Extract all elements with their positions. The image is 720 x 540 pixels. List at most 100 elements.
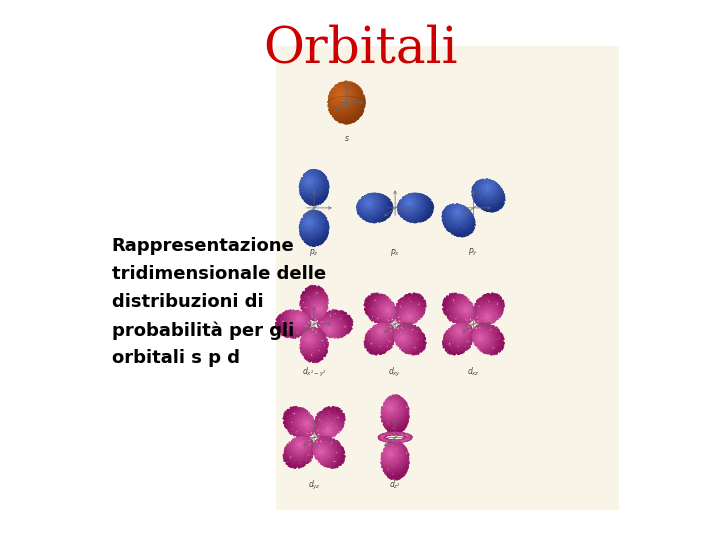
Point [459,228,471,237]
Point [314,180,325,188]
Point [305,310,317,319]
Point [328,463,339,471]
Point [371,289,382,298]
Point [284,309,296,318]
Point [467,224,479,232]
Point [460,208,472,217]
Point [302,456,314,465]
Point [379,197,390,205]
Point [396,429,408,438]
Point [453,330,464,339]
Point [301,296,312,305]
Point [394,208,405,217]
Point [376,433,387,441]
Point [379,291,390,300]
Point [465,307,477,315]
Point [368,299,379,307]
Point [414,303,426,312]
Point [313,429,325,438]
Point [420,214,431,222]
Point [297,409,308,417]
Point [292,408,303,417]
Point [310,193,322,201]
Point [323,426,335,434]
Point [402,408,414,416]
Point [303,326,315,334]
Point [478,322,490,330]
Point [400,469,412,477]
Point [413,212,424,221]
Point [466,226,477,234]
Point [310,343,322,352]
Point [363,339,374,348]
Point [419,342,431,350]
Point [294,321,306,330]
Point [325,327,337,335]
Point [341,328,352,336]
Point [308,292,320,301]
Point [443,214,454,223]
Point [385,330,397,339]
Point [312,330,323,339]
Point [319,172,330,181]
Point [390,328,402,336]
Point [375,313,387,322]
Point [333,438,345,447]
Point [382,323,394,332]
Point [330,407,342,416]
Point [380,200,392,209]
Point [457,231,469,240]
Point [475,189,487,198]
Point [337,110,348,118]
Point [385,334,397,343]
Point [302,306,314,315]
Point [300,184,311,192]
Point [277,319,289,327]
Point [300,433,312,442]
Point [379,313,391,322]
Point [325,446,337,455]
Point [309,332,320,341]
Point [313,443,325,452]
Point [382,413,393,421]
Point [460,301,472,310]
Point [415,342,427,350]
Point [392,450,404,458]
Point [492,310,503,319]
Point [374,332,386,340]
Point [359,204,370,212]
Point [282,320,294,328]
Point [381,194,392,202]
Point [392,437,404,446]
Point [298,328,310,337]
Point [341,319,352,328]
Point [303,445,315,454]
Point [491,346,503,355]
Point [364,345,376,353]
Point [279,453,290,461]
Point [299,415,310,424]
Point [408,292,420,301]
Point [400,321,412,329]
Point [336,327,348,335]
Point [298,311,310,320]
Point [450,213,462,221]
Point [289,423,300,432]
Point [453,322,464,331]
Point [386,335,397,343]
Point [344,324,356,333]
Point [387,456,398,465]
Point [482,200,494,209]
Point [398,304,410,313]
Point [297,347,309,356]
Point [289,307,301,316]
Point [367,335,379,343]
Point [409,336,420,345]
Point [381,419,392,428]
Point [294,218,306,227]
Point [483,317,495,326]
Point [325,430,336,438]
Point [342,99,354,107]
Point [302,447,314,455]
Point [445,201,456,210]
